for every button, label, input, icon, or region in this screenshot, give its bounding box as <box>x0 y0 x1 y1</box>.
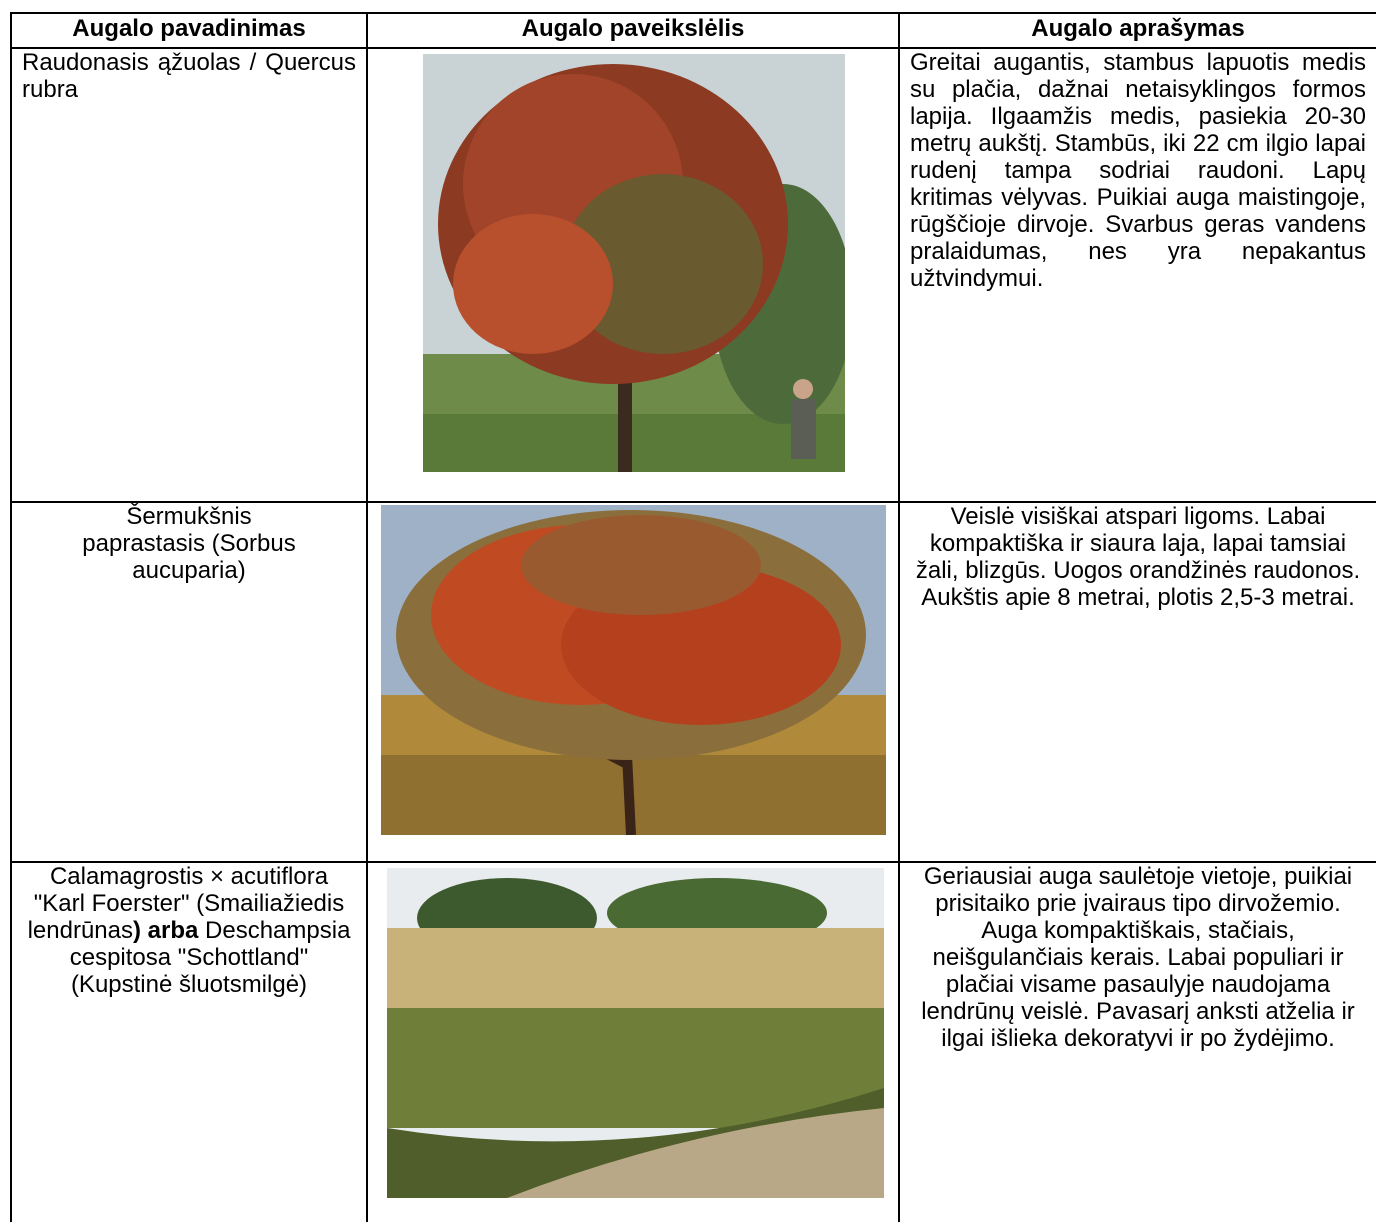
image-cell <box>367 502 899 862</box>
page: Augalo pavadinimas Augalo paveikslėlis A… <box>0 0 1376 1219</box>
name-cell: Šermukšnis paprastasis (Sorbus aucuparia… <box>11 502 367 862</box>
plant-name: Šermukšnis paprastasis (Sorbus aucuparia… <box>22 503 356 584</box>
description-cell: Geriausiai auga saulėtoje vietoje, puiki… <box>899 862 1376 1222</box>
header-cell: Augalo aprašymas <box>899 13 1376 48</box>
name-cell: Calamagrostis × acutiflora "Karl Foerste… <box>11 862 367 1222</box>
plant-description: Veislė visiškai atspari ligoms. Labai ko… <box>916 503 1360 611</box>
plant-description: Geriausiai auga saulėtoje vietoje, puiki… <box>921 863 1355 1052</box>
header-row: Augalo pavadinimas Augalo paveikslėlis A… <box>11 13 1376 48</box>
grass-image <box>387 868 884 1198</box>
plant-description: Greitai augantis, stambus lapuotis medis… <box>910 49 1366 292</box>
name-cell: Raudonasis ąžuolas / Quercus rubra <box>11 48 367 502</box>
oak-image <box>423 54 845 472</box>
plant-name: Raudonasis ąžuolas / Quercus rubra <box>22 49 356 103</box>
description-cell: Veislė visiškai atspari ligoms. Labai ko… <box>899 502 1376 862</box>
header-cell: Augalo pavadinimas <box>11 13 367 48</box>
row: Calamagrostis × acutiflora "Karl Foerste… <box>11 862 1376 1222</box>
plant-table: Augalo pavadinimas Augalo paveikslėlis A… <box>10 12 1376 1222</box>
plant-name: Calamagrostis × acutiflora "Karl Foerste… <box>22 863 356 998</box>
image-cell <box>367 48 899 502</box>
row: Raudonasis ąžuolas / Quercus rubra Greit… <box>11 48 1376 502</box>
description-cell: Greitai augantis, stambus lapuotis medis… <box>899 48 1376 502</box>
row: Šermukšnis paprastasis (Sorbus aucuparia… <box>11 502 1376 862</box>
header-cell: Augalo paveikslėlis <box>367 13 899 48</box>
name-part-bold: ) arba <box>133 917 198 944</box>
image-cell <box>367 862 899 1222</box>
rowan-image <box>381 505 886 835</box>
